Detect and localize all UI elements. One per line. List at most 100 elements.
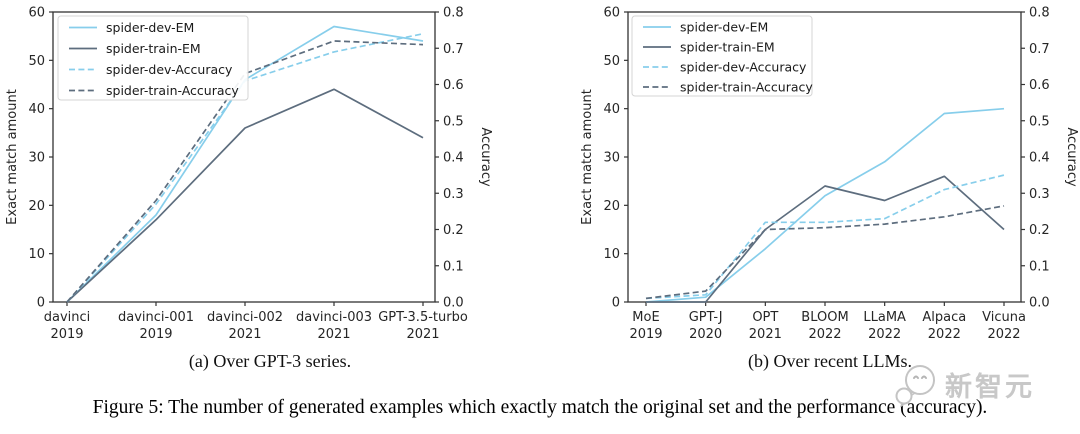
legend-entry: spider-train-EM — [643, 40, 775, 55]
y-tick-label: 60 — [603, 6, 620, 21]
y-tick-label: 0.0 — [1029, 296, 1050, 311]
y-tick-label: 40 — [28, 102, 45, 117]
y-tick-label: 50 — [603, 54, 620, 69]
charts-canvas: 0 10 20 30 40 50 60 Exact match amount 0.0 0.1 0.2… — [5, 6, 1079, 343]
chart-b: 0 10 20 30 40 50 60 Exact match amount 0.0 0.1 0.2… — [580, 6, 1079, 343]
x-tick-year: 2019 — [50, 327, 83, 342]
x-tick-year: 2022 — [987, 327, 1020, 342]
x-tick-label: davinci — [44, 310, 91, 325]
x-tick-year: 2022 — [808, 327, 841, 342]
x-tick-label: davinci-003 — [296, 310, 372, 325]
y-tick-label: 50 — [28, 54, 45, 69]
figure-caption: Figure 5: The number of generated exampl… — [92, 397, 988, 418]
y-tick-label: 10 — [603, 247, 620, 262]
y-tick-label: 0.4 — [443, 151, 464, 166]
x-axis: MoE 2019 GPT-J 2020 OPT 2021 BLOOM 2022 LLaMA 202… — [629, 302, 1026, 342]
x-tick-year: 2021 — [317, 327, 350, 342]
spider-dev-Accuracy-line — [645, 174, 1005, 300]
y-tick-label: 40 — [603, 102, 620, 117]
subcaption-a: (a) Over GPT-3 series. — [188, 351, 352, 371]
y-tick-label: 0.7 — [443, 42, 464, 57]
legend-label: spider-dev-EM — [106, 20, 194, 35]
legend-entry: spider-dev-Accuracy — [69, 62, 233, 77]
x-tick-year: 2021 — [228, 327, 261, 342]
chart-a: 0 10 20 30 40 50 60 Exact match amount 0.0 0.1 0.2… — [5, 6, 493, 343]
x-tick-label: Vicuna — [982, 310, 1026, 325]
legend: spider-dev-EM spider-train-EM spider-dev-A… — [57, 15, 249, 101]
spider-train-Accuracy-line — [645, 205, 1005, 300]
x-tick-year: 2021 — [406, 327, 439, 342]
x-tick-year: 2022 — [868, 327, 901, 342]
x-tick-label: GPT-J — [689, 310, 723, 325]
y-axis-title-left: Exact match amount — [580, 89, 595, 225]
x-tick-label: davinci-001 — [118, 310, 194, 325]
y-tick-label: 0.6 — [443, 78, 464, 93]
y-tick-label: 0.5 — [443, 114, 464, 129]
x-tick-year: 2019 — [629, 327, 662, 342]
legend-label: spider-dev-Accuracy — [680, 60, 807, 75]
x-tick-year: 2020 — [689, 327, 722, 342]
legend-entry: spider-train-Accuracy — [643, 80, 813, 95]
wechat-bubbles-icon — [895, 365, 935, 408]
y-axis-title-right: Accuracy — [1064, 127, 1079, 187]
legend-entry: spider-train-Accuracy — [69, 83, 239, 98]
legend-entry: spider-dev-Accuracy — [643, 60, 807, 75]
x-axis: davinci 2019 davinci-001 2019 davinci-002 202… — [44, 302, 468, 342]
x-tick-year: 2022 — [928, 327, 961, 342]
y-tick-label: 0.3 — [1029, 187, 1050, 202]
legend-label: spider-dev-Accuracy — [106, 62, 233, 77]
legend-label: spider-train-Accuracy — [106, 83, 239, 98]
y-tick-label: 0.8 — [443, 6, 464, 21]
y-axis-title-right: Accuracy — [478, 127, 493, 187]
y-tick-label: 0.2 — [1029, 223, 1050, 238]
y-tick-label: 10 — [28, 247, 45, 262]
watermark-text: 新智元 — [945, 371, 1035, 403]
legend-box — [631, 15, 813, 97]
legend-label: spider-train-EM — [680, 40, 775, 55]
y-tick-label: 20 — [28, 199, 45, 214]
y-axis-right: 0.0 0.1 0.2 0.3 0.4 0.5 0.6 0.7 0.8 Accuracy — [1021, 6, 1079, 311]
x-tick-year: 2019 — [139, 327, 172, 342]
y-tick-label: 0.7 — [1029, 42, 1050, 57]
y-tick-label: 0.0 — [443, 296, 464, 311]
y-tick-label: 0 — [37, 296, 45, 311]
legend-entry: spider-dev-EM — [69, 20, 194, 35]
legend-label: spider-dev-EM — [680, 20, 768, 35]
spider-train-Accuracy-line — [66, 40, 424, 303]
subcaption-b: (b) Over recent LLMs. — [748, 351, 912, 371]
y-tick-label: 0.1 — [443, 259, 464, 274]
legend: spider-dev-EM spider-train-EM spider-dev-A… — [631, 15, 813, 97]
y-tick-label: 0 — [612, 296, 620, 311]
legend-entry: spider-train-EM — [69, 41, 201, 56]
y-axis-right: 0.0 0.1 0.2 0.3 0.4 0.5 0.6 0.7 0.8 Accuracy — [435, 6, 493, 311]
spider-dev-EM-line — [645, 107, 1005, 303]
x-tick-label: LLaMA — [863, 310, 906, 325]
y-tick-label: 0.1 — [1029, 259, 1050, 274]
x-tick-label: GPT-3.5-turbo — [378, 310, 468, 325]
y-tick-label: 0.5 — [1029, 114, 1050, 129]
y-tick-label: 30 — [28, 151, 45, 166]
x-tick-label: OPT — [752, 310, 778, 325]
y-tick-label: 0.2 — [443, 223, 464, 238]
spider-train-EM-line — [646, 175, 1005, 303]
y-tick-label: 0.8 — [1029, 6, 1050, 21]
legend-label: spider-train-EM — [106, 41, 201, 56]
y-tick-label: 0.3 — [443, 187, 464, 202]
x-tick-label: BLOOM — [801, 310, 848, 325]
legend-box — [57, 15, 249, 101]
watermark: 新智元 — [893, 360, 1035, 408]
x-tick-year: 2021 — [749, 327, 782, 342]
x-tick-label: Alpaca — [922, 310, 966, 325]
x-tick-label: davinci-002 — [207, 310, 283, 325]
y-axis-left: 0 10 20 30 40 50 60 Exact match amount — [580, 6, 628, 311]
y-tick-label: 0.4 — [1029, 151, 1050, 166]
y-tick-label: 0.6 — [1029, 78, 1050, 93]
y-tick-label: 30 — [603, 151, 620, 166]
legend-label: spider-train-Accuracy — [680, 80, 813, 95]
y-tick-label: 60 — [28, 6, 45, 21]
y-tick-label: 20 — [603, 199, 620, 214]
y-axis-title-left: Exact match amount — [5, 89, 20, 225]
spider-train-EM-line — [66, 88, 424, 303]
legend-entry: spider-dev-EM — [643, 20, 768, 35]
